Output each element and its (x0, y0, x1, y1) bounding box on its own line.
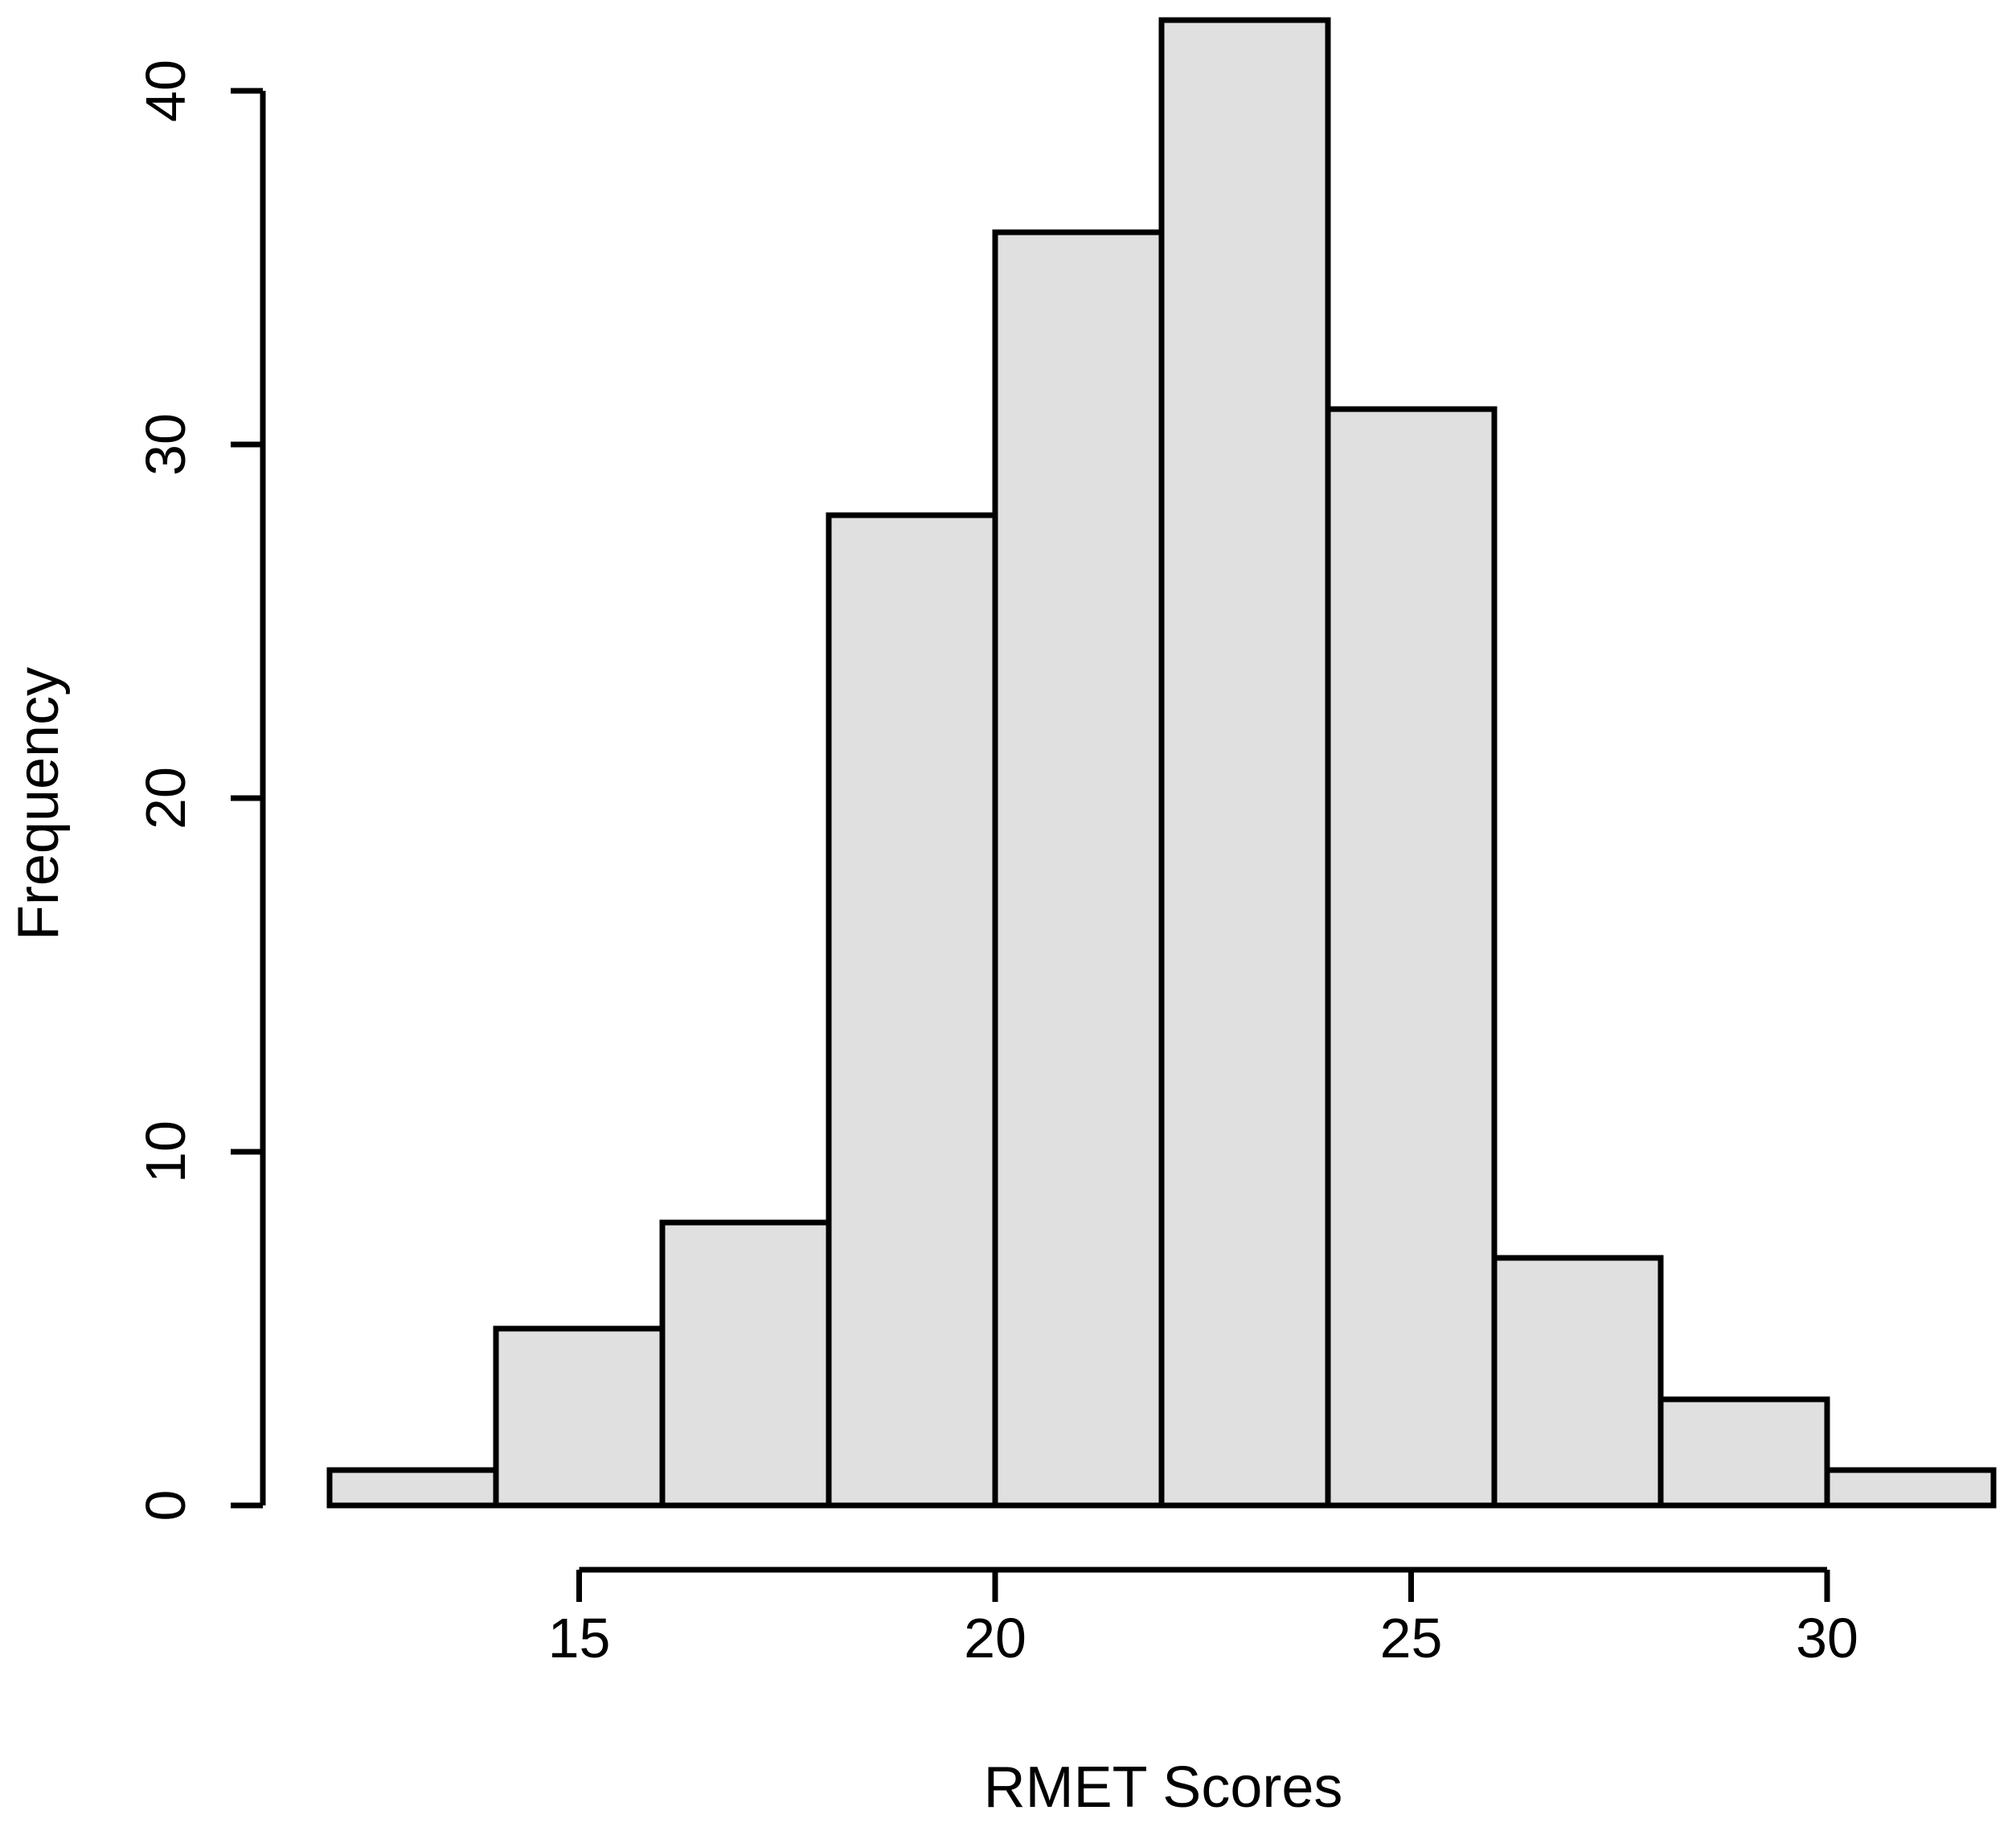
histogram-bar (826, 512, 998, 1509)
x-tick-label: 15 (548, 1607, 611, 1669)
x-tick-label: 30 (1796, 1607, 1858, 1669)
histogram-bar (1491, 1255, 1664, 1509)
histogram-bar (659, 1219, 832, 1509)
histogram-bar (493, 1325, 666, 1509)
y-tick-label: 10 (134, 1120, 197, 1183)
histogram-bar (1657, 1396, 1830, 1509)
histogram-bar (1824, 1467, 1997, 1509)
y-tick-label: 30 (134, 413, 197, 476)
axes-group: 0 10 20 30 40 15 20 25 30 (134, 59, 1858, 1669)
x-tick-label: 20 (964, 1607, 1026, 1669)
bars-group (326, 17, 1997, 1509)
y-axis-title: Frequency (6, 667, 71, 940)
x-axis-title: RMET Scores (984, 1755, 1343, 1820)
histogram-bar (326, 1467, 499, 1509)
y-tick-label: 20 (134, 767, 197, 829)
histogram-bar (1325, 406, 1498, 1509)
x-tick-label: 25 (1380, 1607, 1443, 1669)
histogram-bar (992, 229, 1165, 1509)
y-tick-label: 40 (134, 59, 197, 122)
y-tick-label: 0 (134, 1490, 197, 1522)
histogram-bar (1158, 17, 1331, 1509)
